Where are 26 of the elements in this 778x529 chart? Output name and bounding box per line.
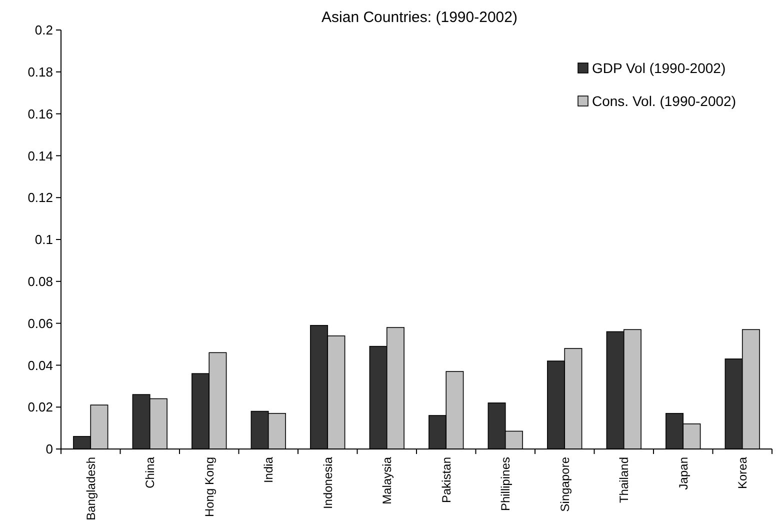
y-tick-label: 0 xyxy=(46,442,53,457)
y-tick-label: 0.08 xyxy=(28,274,53,289)
x-tick-label: Hong Kong xyxy=(202,457,216,518)
x-tick-label: Malaysia xyxy=(380,456,394,504)
y-tick-label: 0.18 xyxy=(28,64,53,80)
x-tick-label: Pakistan xyxy=(439,457,454,504)
y-tick-label: 0.06 xyxy=(28,316,53,331)
y-tick-label: 0.1 xyxy=(34,232,53,248)
x-tick-label: Japan xyxy=(676,457,690,490)
legend-label: Cons. Vol. (1990-2002) xyxy=(592,92,736,109)
x-tick-label: Phillipines xyxy=(498,457,513,512)
y-tick-label: 0.02 xyxy=(28,400,53,415)
x-tick-label: Korea xyxy=(736,456,750,490)
x-tick-label: Thailand xyxy=(617,457,632,504)
y-tick-label: 0.14 xyxy=(28,148,53,164)
y-tick-label: 0.12 xyxy=(28,190,53,206)
y-tick-label: 0.04 xyxy=(28,358,53,373)
chart-title: Asian Countries: (1990-2002) xyxy=(322,9,518,26)
legend-label: GDP Vol (1990-2002) xyxy=(592,60,726,76)
y-tick-label: 0.2 xyxy=(34,22,53,38)
x-tick-label: Singapore xyxy=(558,456,572,512)
x-tick-label: India xyxy=(262,456,276,484)
x-tick-label: Bangladesh xyxy=(84,457,98,520)
y-tick-label: 0.16 xyxy=(28,106,53,122)
x-tick-label: Indonesia xyxy=(320,456,335,510)
x-tick-label: China xyxy=(143,456,158,488)
